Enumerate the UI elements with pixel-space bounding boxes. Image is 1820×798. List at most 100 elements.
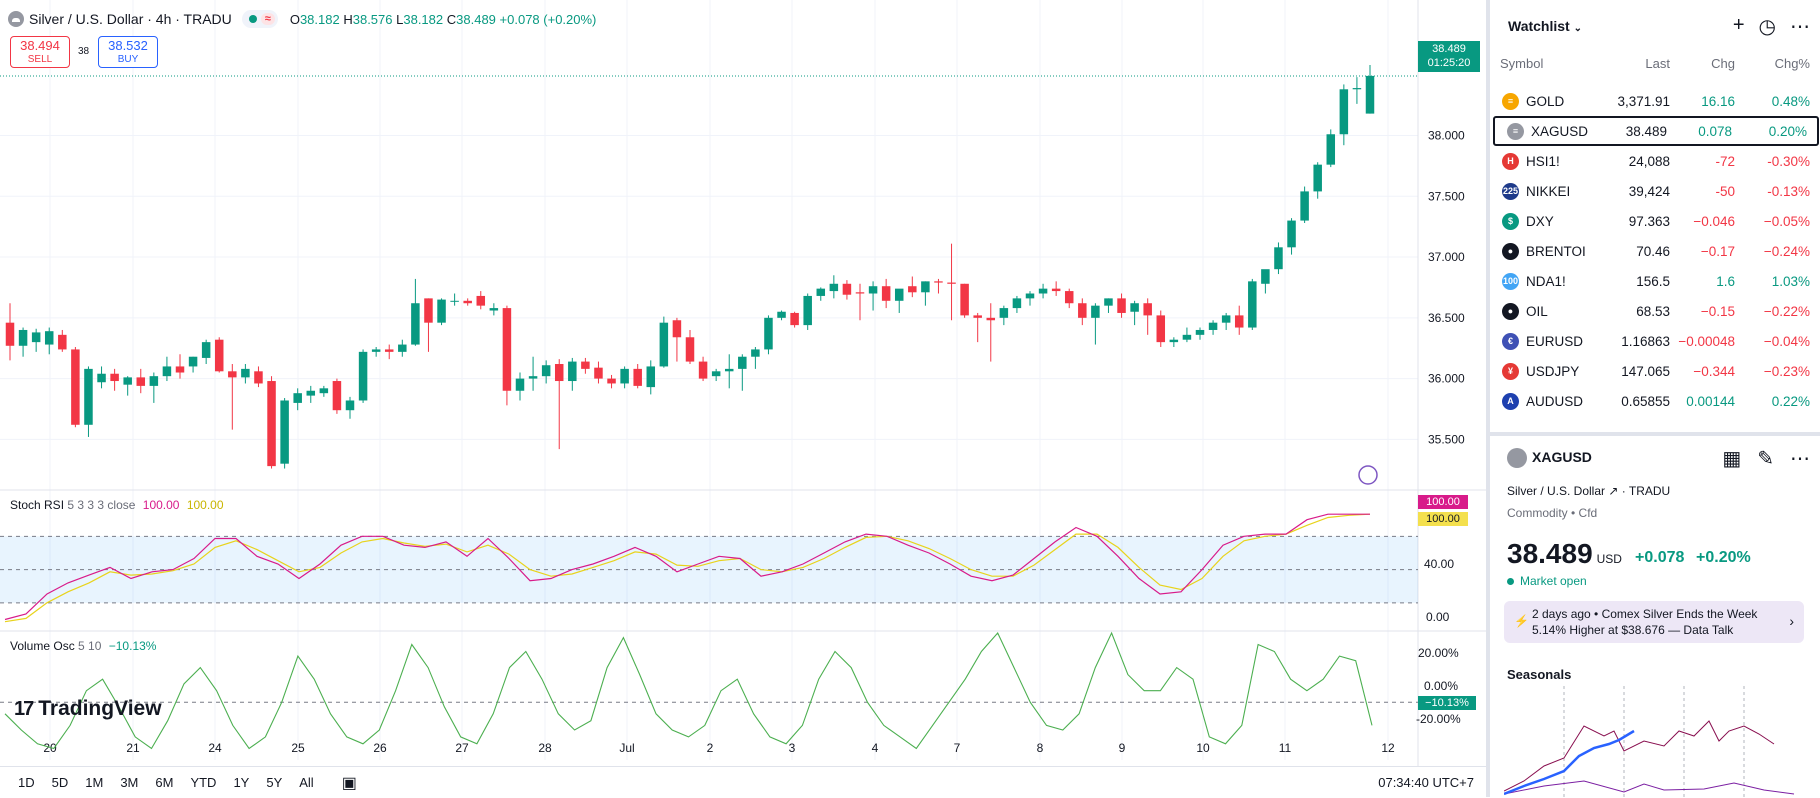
watchlist-last: 1.16863 xyxy=(1621,333,1670,349)
symbol-title[interactable]: Silver / U.S. Dollar · 4h · TRADU xyxy=(29,11,232,27)
range-5d[interactable]: 5D xyxy=(51,775,69,790)
symbol-icon: $ xyxy=(1502,212,1519,230)
watchlist-chg: -50 xyxy=(1715,183,1735,199)
watchlist-row[interactable]: 225 NIKKEI 39,424 -50 -0.13% xyxy=(1490,176,1820,206)
candle-body xyxy=(175,366,185,373)
time-axis-label: 2 xyxy=(707,741,714,755)
range-ytd[interactable]: YTD xyxy=(190,775,217,790)
event-marker-icon xyxy=(1358,465,1378,485)
stoch-rsi-legend[interactable]: Stoch RSI 5 3 3 3 close 100.00 100.00 xyxy=(10,498,224,512)
range-1m[interactable]: 1M xyxy=(85,775,104,790)
time-axis-label: 27 xyxy=(455,741,469,755)
edit-icon[interactable]: ✎ xyxy=(1757,448,1774,470)
date-range-icon[interactable]: ▣ xyxy=(341,774,357,792)
range-1y[interactable]: 1Y xyxy=(233,775,250,790)
volume-osc-line xyxy=(4,631,1373,750)
watchlist-symbol: HSI1! xyxy=(1526,153,1560,169)
candle-body xyxy=(790,312,799,326)
more-icon[interactable]: ⋯ xyxy=(1790,448,1810,470)
chart-canvas[interactable]: 20 21 24 25 26 27 28 Jul 2 3 4 7 8 9 10 11 1238.00037.50… xyxy=(0,0,1486,797)
sell-button[interactable]: 38.494 SELL xyxy=(10,36,70,68)
watchlist-chgp: 0.20% xyxy=(1768,123,1807,139)
watchlist-chg: 0.00144 xyxy=(1686,393,1735,409)
candle-body xyxy=(228,371,237,378)
col-chgp[interactable]: Chg% xyxy=(1774,56,1810,71)
candle-body xyxy=(868,286,878,294)
grid-icon[interactable]: ▦ xyxy=(1722,448,1742,470)
candle-body xyxy=(1300,191,1309,221)
candle-body xyxy=(581,361,590,369)
candle-body xyxy=(489,308,499,311)
watchlist-row[interactable]: 100 NDA1! 156.5 1.6 1.03% xyxy=(1490,266,1820,296)
seasonals-line xyxy=(1504,720,1775,792)
col-last[interactable]: Last xyxy=(1645,56,1670,71)
candle-body xyxy=(855,292,865,294)
watchlist-title[interactable]: Watchlist ⌄ xyxy=(1508,18,1582,34)
tradingview-logo[interactable]: 17 TradingView xyxy=(14,697,162,720)
panel-divider[interactable] xyxy=(1490,432,1820,436)
clock[interactable]: 07:34:40 UTC+7 xyxy=(1378,775,1474,790)
range-1d[interactable]: 1D xyxy=(18,775,35,790)
seasonals-chart[interactable] xyxy=(1504,686,1804,797)
seasonals-title[interactable]: Seasonals xyxy=(1507,667,1572,682)
candle-body xyxy=(685,337,695,362)
col-chg[interactable]: Chg xyxy=(1711,56,1735,71)
candle-body xyxy=(345,400,355,411)
candle-body xyxy=(1143,303,1152,316)
more-icon[interactable]: ⋯ xyxy=(1790,16,1810,38)
volume-osc-legend[interactable]: Volume Osc 5 10 −10.13% xyxy=(10,639,157,653)
watchlist-row[interactable]: $ DXY 97.363 −0.046 −0.05% xyxy=(1490,206,1820,236)
news-item[interactable]: ⚡ 2 days ago • Comex Silver Ends the Wee… xyxy=(1504,601,1804,643)
watchlist-row[interactable]: ≡ GOLD 3,371.91 16.16 0.48% xyxy=(1490,86,1820,116)
clock-icon[interactable]: ◷ xyxy=(1758,16,1776,38)
candle-body xyxy=(594,367,603,379)
candle-body xyxy=(724,368,734,372)
range-5y[interactable]: 5Y xyxy=(266,775,283,790)
time-axis-label: 4 xyxy=(872,741,879,755)
col-symbol[interactable]: Symbol xyxy=(1500,56,1544,71)
tradingview-logo-icon: 17 xyxy=(14,697,34,720)
candle-body xyxy=(411,303,420,345)
candle-body xyxy=(947,282,956,284)
range-3m[interactable]: 3M xyxy=(120,775,139,790)
watchlist-row[interactable]: H HSI1! 24,088 -72 -0.30% xyxy=(1490,146,1820,176)
candle-body xyxy=(1365,75,1375,114)
watchlist-row[interactable]: ● BRENTOI 70.46 −0.17 −0.24% xyxy=(1490,236,1820,266)
details-symbol[interactable]: XAGUSD xyxy=(1532,449,1592,465)
symbol-icon: 225 xyxy=(1502,182,1519,200)
details-change: +0.078 xyxy=(1635,549,1685,566)
candle-body xyxy=(973,315,982,318)
silver-icon xyxy=(8,11,24,27)
watchlist-symbol: GOLD xyxy=(1526,93,1565,109)
candle-body xyxy=(1261,269,1270,284)
range-all[interactable]: All xyxy=(299,775,314,790)
buy-button[interactable]: 38.532 BUY xyxy=(98,36,158,68)
symbol-icon: ≡ xyxy=(1507,122,1524,140)
candle-body xyxy=(201,342,211,358)
range-6m[interactable]: 6M xyxy=(155,775,174,790)
watchlist-row[interactable]: ≡ XAGUSD 38.489 0.078 0.20% xyxy=(1493,116,1819,146)
watchlist-last: 39,424 xyxy=(1628,183,1670,199)
watchlist-symbol: USDJPY xyxy=(1526,363,1580,379)
watchlist-row[interactable]: € EURUSD 1.16863 −0.00048 −0.04% xyxy=(1490,326,1820,356)
candle-body xyxy=(1326,134,1336,165)
watchlist-symbol: NIKKEI xyxy=(1526,183,1571,199)
candle-body xyxy=(528,376,538,379)
time-axis-label: 8 xyxy=(1037,741,1044,755)
lightning-icon: ⚡ xyxy=(1514,614,1529,628)
stoch-k-tag: 100.00 xyxy=(1418,495,1468,509)
watchlist-row[interactable]: A AUDUSD 0.65855 0.00144 0.22% xyxy=(1490,386,1820,416)
external-link-icon[interactable]: ↗ xyxy=(1608,484,1619,498)
time-axis-label: 26 xyxy=(373,741,387,755)
stoch-axis-40: 40.00 xyxy=(1424,557,1455,571)
chart-area[interactable]: 20 21 24 25 26 27 28 Jul 2 3 4 7 8 9 10 11 12 38.000 37.50… xyxy=(0,0,1486,797)
watchlist-row[interactable]: ● OIL 68.53 −0.15 −0.22% xyxy=(1490,296,1820,326)
watchlist-chgp: 0.22% xyxy=(1771,393,1810,409)
watchlist-chg: 0.078 xyxy=(1698,123,1732,139)
watchlist-chg: 1.6 xyxy=(1716,273,1735,289)
watchlist-row[interactable]: ¥ USDJPY 147.065 −0.344 −0.23% xyxy=(1490,356,1820,386)
candle-body xyxy=(1156,315,1166,343)
candle-body xyxy=(463,300,472,304)
status-pill[interactable]: ≈ xyxy=(241,10,278,28)
add-symbol-icon[interactable]: + xyxy=(1732,14,1745,36)
